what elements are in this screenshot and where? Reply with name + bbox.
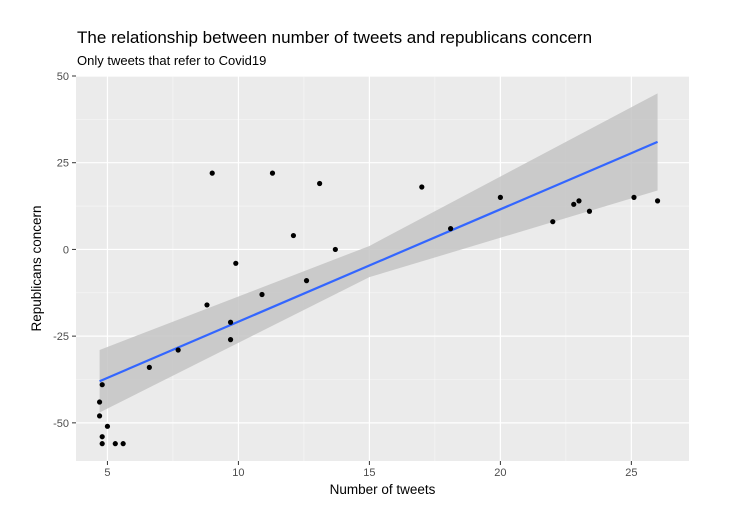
data-point — [99, 382, 105, 388]
y-axis-title: Republicans concern — [29, 205, 44, 331]
data-point — [571, 201, 577, 207]
chart-title: The relationship between number of tweet… — [77, 28, 593, 47]
data-point — [96, 399, 103, 405]
data-point — [419, 184, 425, 190]
data-point — [227, 319, 234, 325]
data-point — [259, 291, 265, 298]
data-point — [448, 226, 454, 232]
y-tick-label: 25 — [57, 158, 69, 170]
x-axis-title: Number of tweets — [330, 482, 436, 497]
data-points — [96, 170, 661, 447]
y-tick-label: -25 — [53, 331, 69, 343]
data-point — [332, 246, 338, 253]
y-tick-label: -50 — [53, 418, 69, 430]
data-point — [112, 441, 118, 447]
axis-ticks: 5 10 15 20 25 -50 -25 0 25 50 — [53, 71, 637, 479]
data-point — [303, 278, 310, 284]
data-point — [550, 219, 556, 225]
data-point — [586, 208, 593, 214]
data-point — [175, 347, 181, 353]
data-point — [317, 180, 323, 187]
data-point — [227, 337, 234, 343]
chart-subtitle: Only tweets that refer to Covid19 — [77, 53, 267, 68]
x-tick-label: 20 — [494, 467, 506, 479]
data-point — [99, 441, 105, 447]
data-point — [654, 198, 661, 204]
trend-line — [99, 140, 658, 383]
data-point — [209, 170, 215, 176]
data-point — [204, 302, 210, 308]
data-point — [146, 364, 152, 370]
data-point — [269, 170, 276, 176]
x-tick-label: 15 — [363, 467, 375, 479]
y-tick-label: 50 — [57, 71, 69, 83]
data-point — [290, 232, 297, 239]
y-tick-label: 0 — [63, 244, 69, 256]
data-point — [576, 198, 582, 204]
data-point — [497, 194, 503, 200]
confidence-band — [99, 93, 658, 413]
data-point — [99, 434, 105, 440]
data-point — [104, 423, 111, 429]
data-point — [631, 194, 637, 200]
data-point — [233, 260, 239, 266]
data-point — [120, 441, 126, 447]
x-tick-label: 5 — [104, 467, 110, 479]
x-tick-label: 25 — [625, 467, 637, 479]
x-tick-label: 10 — [232, 467, 244, 479]
data-point — [96, 413, 103, 419]
